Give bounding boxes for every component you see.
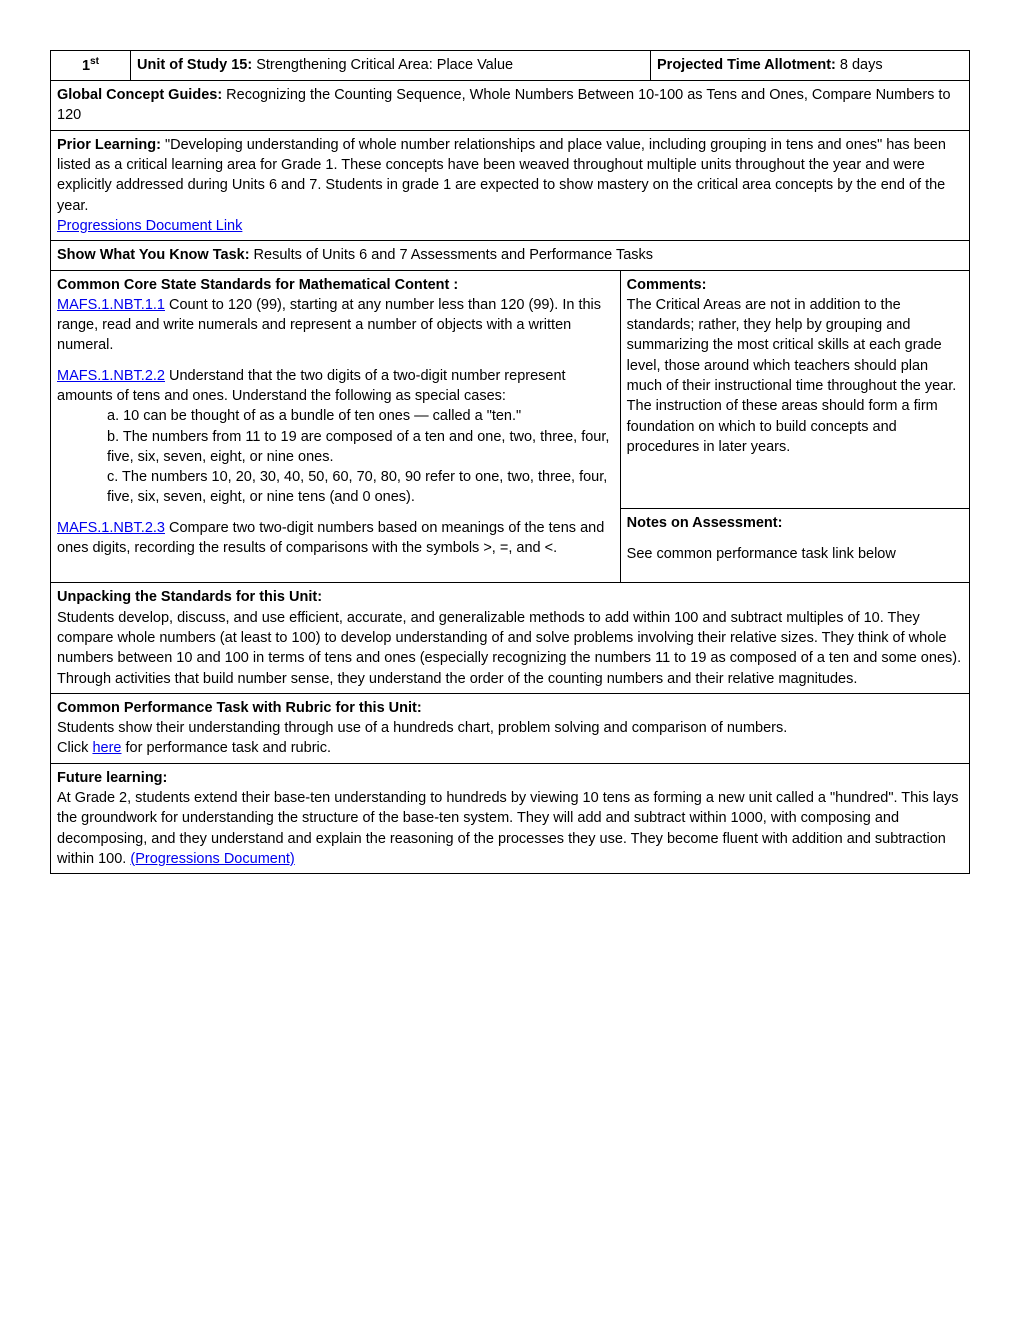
perf-task-text: Students show their understanding throug…	[57, 718, 963, 738]
curriculum-table: 1st Unit of Study 15: Strengthening Crit…	[50, 50, 970, 874]
future-row: Future learning: At Grade 2, students ex…	[51, 763, 970, 873]
perf-task-cell: Common Performance Task with Rubric for …	[51, 693, 970, 763]
prior-learning-cell: Prior Learning: "Developing understandin…	[51, 130, 970, 240]
here-link[interactable]: here	[92, 740, 121, 756]
prior-learning-label: Prior Learning:	[57, 137, 161, 153]
standards-cell: Common Core State Standards for Mathemat…	[51, 271, 620, 583]
perf-task-header: Common Performance Task with Rubric for …	[57, 698, 963, 718]
comments-header: Comments:	[627, 275, 963, 295]
global-concept-row: Global Concept Guides: Recognizing the C…	[51, 81, 970, 131]
time-cell: Projected Time Allotment: 8 days	[651, 51, 970, 81]
header-row: 1st Unit of Study 15: Strengthening Crit…	[51, 51, 970, 81]
unit-title: Strengthening Critical Area: Place Value	[252, 57, 513, 73]
unpacking-header: Unpacking the Standards for this Unit:	[57, 587, 963, 607]
global-concept-cell: Global Concept Guides: Recognizing the C…	[51, 81, 970, 131]
unpacking-cell: Unpacking the Standards for this Unit: S…	[51, 583, 970, 693]
standard-1-link[interactable]: MAFS.1.NBT.1.1	[57, 297, 165, 313]
prior-learning-row: Prior Learning: "Developing understandin…	[51, 130, 970, 240]
standard-2a: a. 10 can be thought of as a bundle of t…	[107, 406, 614, 426]
standards-inner-table: Common Core State Standards for Mathemat…	[51, 271, 969, 583]
comments-cell: Comments: The Critical Areas are not in …	[620, 271, 969, 509]
time-value: 8 days	[836, 57, 883, 73]
future-cell: Future learning: At Grade 2, students ex…	[51, 763, 970, 873]
unpacking-text: Students develop, discuss, and use effic…	[57, 608, 963, 689]
notes-cell: Notes on Assessment: See common performa…	[620, 509, 969, 583]
grade-cell: 1st	[51, 51, 131, 81]
unit-label: Unit of Study 15:	[137, 57, 252, 73]
standards-header: Common Core State Standards for Mathemat…	[57, 275, 614, 295]
standards-row: Common Core State Standards for Mathemat…	[51, 270, 970, 583]
standard-2-sublist: a. 10 can be thought of as a bundle of t…	[57, 406, 614, 507]
standard-2b: b. The numbers from 11 to 19 are compose…	[107, 427, 614, 468]
grade-number: 1	[82, 58, 90, 74]
click-text: Click	[57, 740, 92, 756]
prior-learning-text: "Developing understanding of whole numbe…	[57, 137, 946, 214]
show-what-label: Show What You Know Task:	[57, 247, 250, 263]
standards-wrapper: Common Core State Standards for Mathemat…	[51, 270, 970, 583]
show-what-text: Results of Units 6 and 7 Assessments and…	[250, 247, 654, 263]
show-what-cell: Show What You Know Task: Results of Unit…	[51, 241, 970, 270]
unit-cell: Unit of Study 15: Strengthening Critical…	[131, 51, 651, 81]
unpacking-row: Unpacking the Standards for this Unit: S…	[51, 583, 970, 693]
future-link[interactable]: (Progressions Document)	[130, 851, 294, 867]
comments-text: The Critical Areas are not in addition t…	[627, 295, 963, 457]
show-what-row: Show What You Know Task: Results of Unit…	[51, 241, 970, 270]
time-label: Projected Time Allotment:	[657, 57, 836, 73]
click-after: for performance task and rubric.	[121, 740, 331, 756]
notes-text: See common performance task link below	[627, 544, 963, 564]
global-concept-label: Global Concept Guides:	[57, 87, 222, 103]
future-header: Future learning:	[57, 768, 963, 788]
standard-3-link[interactable]: MAFS.1.NBT.2.3	[57, 520, 165, 536]
perf-task-row: Common Performance Task with Rubric for …	[51, 693, 970, 763]
notes-header: Notes on Assessment:	[627, 513, 963, 533]
standard-2c: c. The numbers 10, 20, 30, 40, 50, 60, 7…	[107, 467, 614, 508]
progressions-link[interactable]: Progressions Document Link	[57, 218, 242, 234]
standard-2-link[interactable]: MAFS.1.NBT.2.2	[57, 368, 165, 384]
grade-suffix: st	[90, 56, 99, 67]
